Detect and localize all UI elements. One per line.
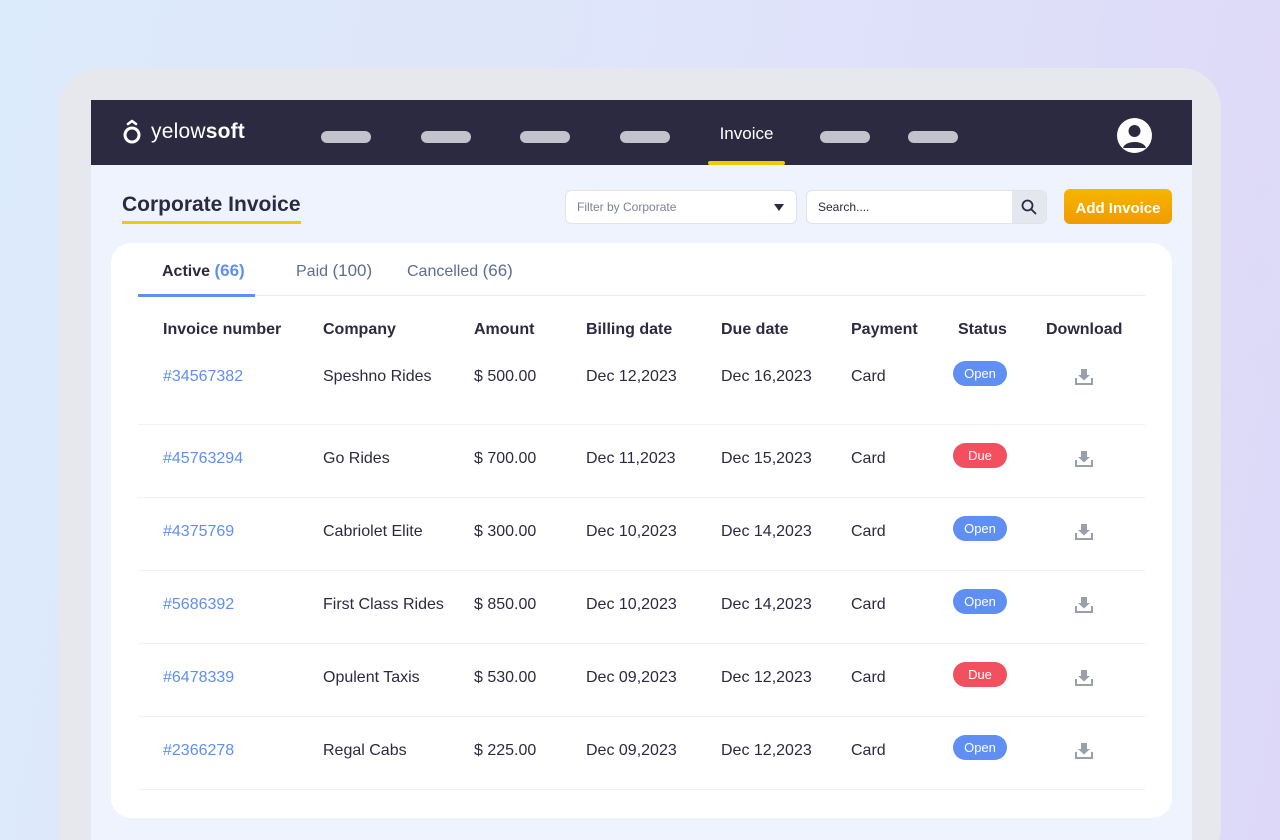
amount-cell: $ 700.00 [474,450,537,467]
billing-date-cell: Dec 11,2023 [586,450,676,467]
due-date-cell: Dec 12,2023 [721,669,812,686]
tab-cancelled[interactable]: Cancelled (66) [407,261,513,281]
payment-cell: Card [851,450,886,467]
table-row[interactable]: #6478339 Opulent Taxis $ 530.00 Dec 09,2… [138,644,1145,717]
column-header-download[interactable]: Download [1046,321,1123,338]
download-icon[interactable] [1074,595,1094,615]
nav-item-placeholder-3[interactable] [520,131,570,143]
logo-icon [123,119,141,144]
nav-item-placeholder-4[interactable] [620,131,670,143]
invoice-number-link[interactable]: #4375769 [163,523,235,540]
logo[interactable]: yelow soft [122,119,245,145]
amount-cell: $ 850.00 [474,596,537,613]
search-button[interactable] [1012,191,1046,223]
download-icon[interactable] [1074,668,1094,688]
amount-cell: $ 530.00 [474,669,537,686]
status-badge: Open [953,361,1007,386]
column-header-due-date[interactable]: Due date [721,321,789,338]
download-icon[interactable] [1074,449,1094,469]
invoice-number-link[interactable]: #2366278 [163,742,235,759]
tab-label: Cancelled [407,263,479,280]
user-silhouette-icon [1123,125,1146,148]
user-avatar-icon[interactable] [1117,118,1152,153]
nav-item-placeholder-2[interactable] [421,131,471,143]
search-icon [1021,199,1037,215]
due-date-cell: Dec 14,2023 [721,523,812,540]
due-date-cell: Dec 14,2023 [721,596,812,613]
due-date-cell: Dec 15,2023 [721,450,812,467]
billing-date-cell: Dec 09,2023 [586,669,677,686]
table-row[interactable]: #5686392 First Class Rides $ 850.00 Dec … [138,571,1145,644]
payment-cell: Card [851,596,886,613]
company-cell: Go Rides [323,450,390,467]
amount-cell: $ 300.00 [474,523,537,540]
tab-paid[interactable]: Paid (100) [296,261,372,281]
billing-date-cell: Dec 10,2023 [586,523,677,540]
company-cell: Opulent Taxis [323,669,420,686]
invoice-number-link[interactable]: #34567382 [163,368,244,385]
table-row[interactable]: #34567382 Speshno Rides $ 500.00 Dec 12,… [138,352,1145,425]
table-row[interactable]: #2366278 Regal Cabs $ 225.00 Dec 09,2023… [138,717,1145,790]
column-header-invoice-number[interactable]: Invoice number [163,321,282,338]
filter-placeholder: Filter by Corporate [577,200,677,214]
nav-item-placeholder-6[interactable] [908,131,958,143]
column-header-status[interactable]: Status [958,321,1007,338]
due-date-cell: Dec 12,2023 [721,742,812,759]
status-badge: Open [953,589,1007,614]
download-icon[interactable] [1074,741,1094,761]
caret-down-icon [774,204,784,211]
logo-text-light: yelow [151,120,206,143]
invoice-card: Active (66) Paid (100) Cancelled (66) In… [111,243,1172,818]
add-invoice-button[interactable]: Add Invoice [1064,189,1172,224]
payment-cell: Card [851,742,886,759]
invoice-number-link[interactable]: #45763294 [163,450,244,467]
app-screen: yelow soft Invoice Corporate Invoice Filt… [91,100,1192,840]
tab-count: (100) [332,261,373,280]
payment-cell: Card [851,523,886,540]
table-header: Invoice number Company Amount Billing da… [138,321,1145,345]
company-cell: First Class Rides [323,596,444,613]
page-title: Corporate Invoice [122,193,301,224]
company-cell: Cabriolet Elite [323,523,423,540]
status-badge: Due [953,662,1007,687]
search-input[interactable] [807,191,1013,223]
column-header-company[interactable]: Company [323,321,396,338]
amount-cell: $ 225.00 [474,742,537,759]
payment-cell: Card [851,669,886,686]
nav-item-invoice[interactable]: Invoice [708,100,785,165]
active-tab-indicator [138,294,255,297]
tab-count: (66) [214,261,245,280]
nav-item-placeholder-1[interactable] [321,131,371,143]
download-icon[interactable] [1074,522,1094,542]
due-date-cell: Dec 16,2023 [721,368,812,385]
column-header-amount[interactable]: Amount [474,321,535,338]
table-row[interactable]: #45763294 Go Rides $ 700.00 Dec 11,2023 … [138,425,1145,498]
tab-count: (66) [482,261,513,280]
payment-cell: Card [851,368,886,385]
download-icon[interactable] [1074,367,1094,387]
invoice-tabs: Active (66) Paid (100) Cancelled (66) [138,243,1145,297]
status-badge: Open [953,516,1007,541]
status-badge: Due [953,443,1007,468]
amount-cell: $ 500.00 [474,368,537,385]
corporate-filter-dropdown[interactable]: Filter by Corporate [565,190,797,224]
invoice-number-link[interactable]: #6478339 [163,669,235,686]
column-header-billing-date[interactable]: Billing date [586,321,673,338]
billing-date-cell: Dec 09,2023 [586,742,677,759]
invoice-number-link[interactable]: #5686392 [163,596,235,613]
tab-label: Paid [296,263,329,280]
billing-date-cell: Dec 12,2023 [586,368,677,385]
company-cell: Speshno Rides [323,368,432,385]
tab-label: Active [162,263,211,280]
billing-date-cell: Dec 10,2023 [586,596,677,613]
table-row[interactable]: #4375769 Cabriolet Elite $ 300.00 Dec 10… [138,498,1145,571]
column-header-payment[interactable]: Payment [851,321,918,338]
nav-item-placeholder-5[interactable] [820,131,870,143]
status-badge: Open [953,735,1007,760]
tab-active[interactable]: Active (66) [162,261,245,281]
top-navbar: yelow soft Invoice [91,100,1192,165]
logo-text-bold: soft [205,120,245,143]
company-cell: Regal Cabs [323,742,407,759]
search-box [806,190,1047,224]
